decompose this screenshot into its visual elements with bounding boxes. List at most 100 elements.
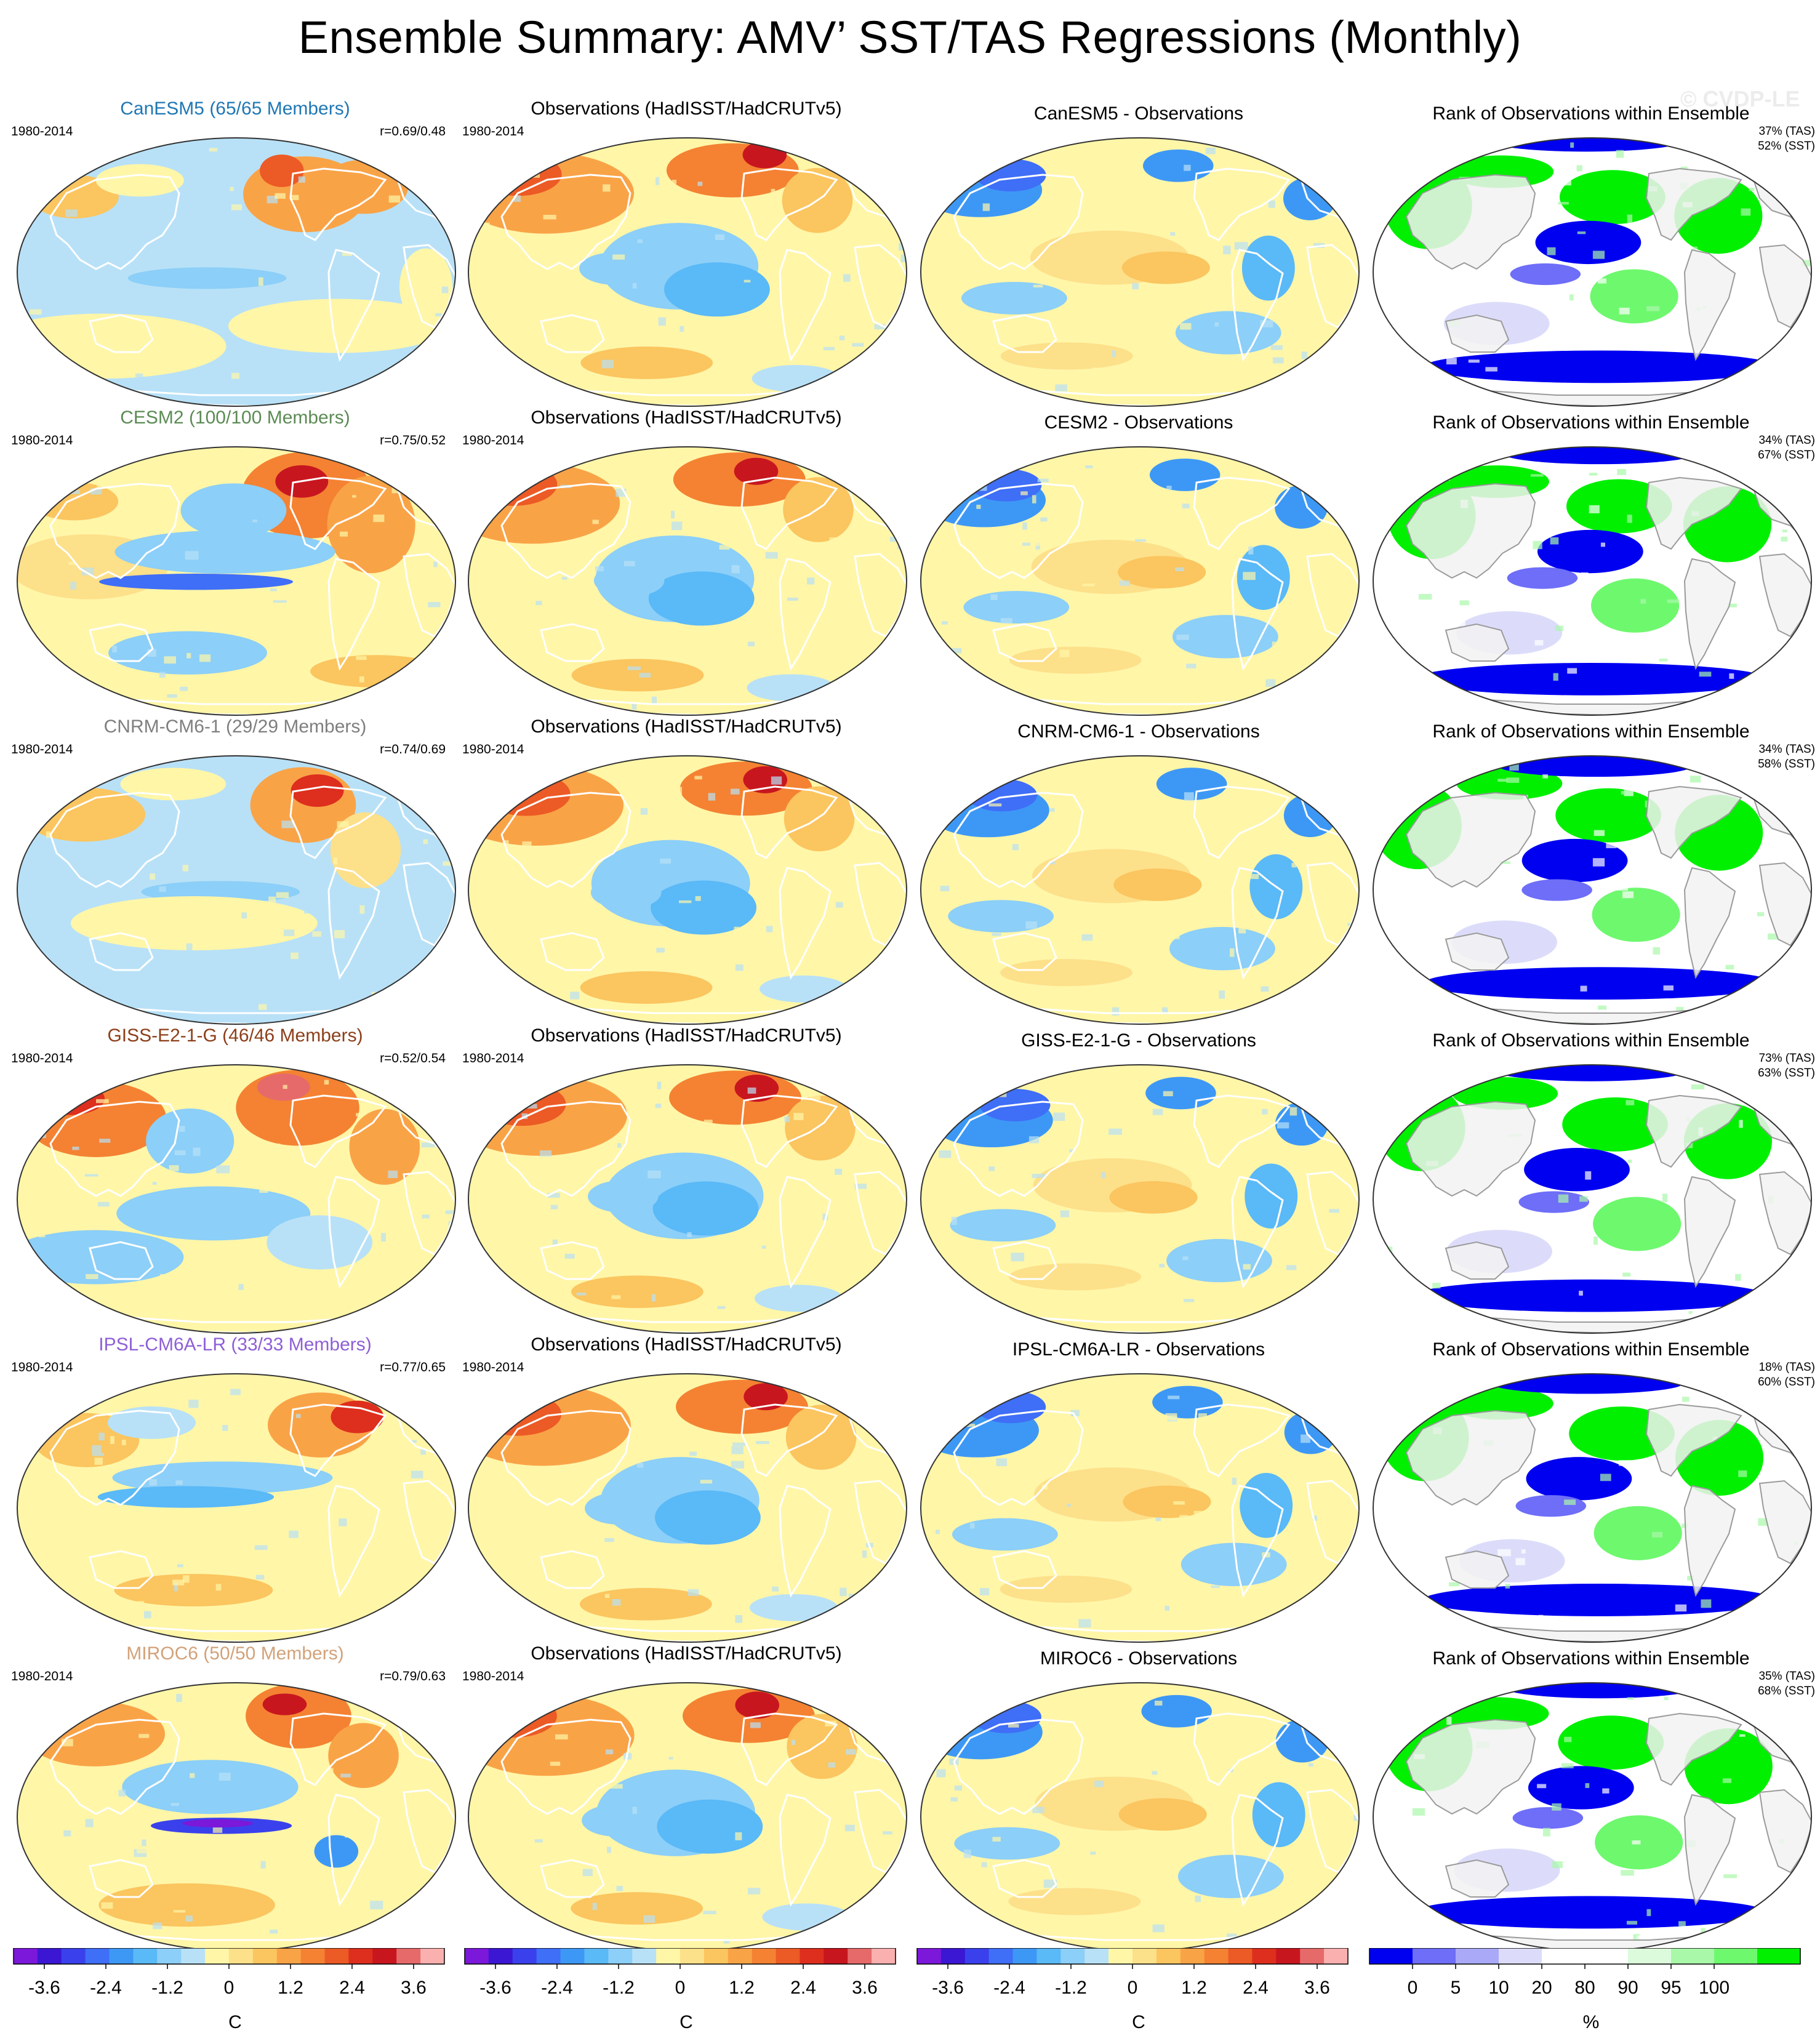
field-cell: [1100, 1929, 1111, 1933]
field-cell: [1704, 761, 1710, 766]
field-cell: [369, 1219, 382, 1223]
field-cell: [118, 1789, 126, 1797]
field-cell: [862, 1550, 867, 1558]
field-cell: [1598, 1005, 1607, 1010]
field-cell: [421, 1142, 435, 1148]
diff-map: [920, 1682, 1360, 1952]
field-contour: [582, 1804, 652, 1837]
field-cell: [1617, 468, 1627, 475]
field-cell: [139, 259, 145, 266]
coastline: [289, 1712, 387, 1786]
coastline: [289, 167, 387, 241]
field-cell: [1667, 599, 1680, 603]
field-contour: [1175, 311, 1281, 355]
colorbar-swatch: [85, 1948, 110, 1964]
field-cell: [1750, 1547, 1760, 1554]
field-cell: [182, 865, 189, 872]
field-contour: [579, 252, 650, 285]
field-cell: [513, 195, 521, 202]
field-cell: [1626, 1100, 1635, 1105]
field-cell: [72, 1146, 79, 1150]
field-contour: [652, 1181, 759, 1236]
colorbar-tick-label: 95: [1661, 1978, 1681, 1998]
field-cell: [399, 1587, 403, 1594]
field-cell: [231, 204, 242, 211]
model-title: CanESM5 (65/65 Members): [120, 98, 350, 119]
field-cell: [1798, 1019, 1809, 1024]
coastline: [500, 1409, 631, 1506]
field-cell: [1781, 536, 1788, 542]
field-cell: [1558, 202, 1569, 205]
field-cell: [975, 483, 987, 491]
field-cell: [828, 1762, 835, 1768]
coastline: [289, 785, 387, 859]
coastline: [1231, 1794, 1284, 1907]
field-cell: [352, 495, 356, 498]
rank-sst: 58% (SST): [1758, 758, 1815, 771]
field-cell: [636, 1462, 644, 1468]
coastline: [1758, 244, 1811, 329]
field-cell: [1706, 1324, 1719, 1329]
field-contour: [1117, 556, 1206, 589]
field-cell: [1158, 1893, 1166, 1896]
field-cell: [988, 803, 1002, 807]
colorbar-swatch: [1324, 1948, 1349, 1964]
field-cell: [1553, 673, 1558, 681]
field-cell: [1336, 1397, 1341, 1403]
field-cell: [1316, 1702, 1328, 1710]
field-cell: [697, 182, 703, 186]
field-cell: [1570, 142, 1574, 148]
field-contour: [785, 1405, 857, 1470]
field-cell: [1330, 1767, 1339, 1774]
colorbar-swatch: [372, 1948, 397, 1964]
field-cell: [1181, 1421, 1185, 1427]
field-cell: [283, 929, 295, 936]
field-cell: [70, 582, 77, 590]
field-cell: [747, 1087, 756, 1094]
field-contour: [1123, 1485, 1211, 1518]
field-cell: [745, 1254, 758, 1257]
field-cell: [592, 1903, 597, 1911]
colorbar-swatch: [512, 1948, 537, 1964]
field-cell: [345, 1814, 358, 1822]
coastline: [1445, 623, 1510, 662]
temperature-colorbar: -3.6 -2.4 -1.2 0 1.2 2.4 3.6 C: [459, 1948, 914, 2034]
field-contour: [1521, 879, 1592, 901]
field-cell: [1381, 1573, 1387, 1576]
colorbar-swatch: [1585, 1948, 1629, 1964]
field-cell: [503, 1866, 511, 1872]
field-cell: [607, 929, 617, 937]
field-cell: [1393, 1434, 1400, 1442]
field-cell: [731, 1461, 745, 1469]
field-cell: [276, 892, 289, 899]
field-cell: [231, 372, 239, 379]
rank-map: [1373, 755, 1812, 1025]
field-cell: [1353, 1814, 1359, 1821]
field-cell: [1243, 572, 1256, 580]
coastline: [1683, 249, 1736, 361]
coastline: [1645, 1712, 1742, 1786]
field-cell: [1723, 1874, 1737, 1879]
field-cell: [258, 1004, 267, 1010]
field-cell: [1020, 491, 1028, 495]
field-cell: [802, 1266, 808, 1271]
field-contour: [314, 1835, 359, 1868]
field-cell: [555, 1734, 568, 1740]
coastline: [1193, 167, 1291, 241]
coastline: [854, 1171, 907, 1256]
field-cell: [732, 1442, 746, 1446]
field-cell: [1052, 1112, 1065, 1121]
field-cell: [1755, 1390, 1768, 1394]
field-cell: [1497, 1549, 1511, 1557]
field-contour: [1498, 756, 1693, 777]
field-cell: [217, 1303, 223, 1312]
colorbar-swatch: [1628, 1948, 1672, 1964]
field-cell: [1308, 1763, 1313, 1767]
coastline: [1445, 1241, 1510, 1280]
field-cell: [1049, 808, 1055, 812]
field-cell: [1106, 781, 1112, 789]
field-cell: [148, 404, 156, 406]
field-contour: [114, 1574, 273, 1606]
coastline: [49, 1409, 180, 1506]
field-cell: [1176, 634, 1189, 640]
